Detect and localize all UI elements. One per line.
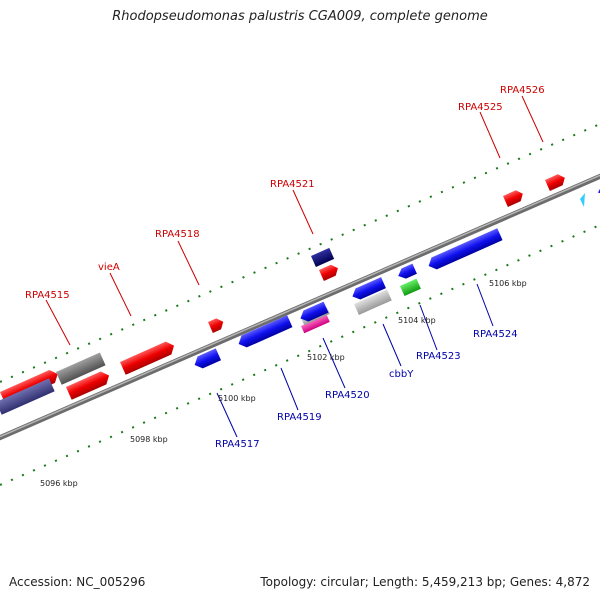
label-rpa4515: RPA4515 [25, 290, 70, 301]
label-rpa4523: RPA4523 [416, 351, 461, 362]
gene-slate[interactable] [0, 378, 55, 415]
kbp-label-5096: 5096 kbp [40, 479, 78, 488]
lower-tick-track [0, 224, 600, 486]
gene-rpa4522[interactable] [350, 277, 386, 302]
upper-tick-track [0, 123, 600, 383]
gene-viea[interactable] [120, 339, 177, 375]
label-rpa4519: RPA4519 [277, 412, 322, 423]
gene-rpa4523[interactable] [396, 263, 417, 281]
gene-rpa4524[interactable] [426, 228, 503, 272]
gene-rpa4519[interactable] [236, 315, 293, 350]
gene-magenta[interactable] [301, 314, 330, 334]
gene-rpa4516[interactable] [66, 369, 112, 400]
kbp-label-5106: 5106 kbp [489, 279, 527, 288]
gene-rpa4517[interactable] [192, 348, 222, 370]
label-cbby: cbbY [389, 369, 414, 380]
genome-info-text: Topology: circular; Length: 5,459,213 bp… [260, 575, 590, 589]
label-rpa4521: RPA4521 [270, 179, 315, 190]
gene-rpa4521[interactable] [319, 263, 340, 281]
accession-text: Accession: NC_005296 [9, 575, 146, 589]
kbp-label-5100: 5100 kbp [218, 394, 256, 403]
gene-rpa4520[interactable] [298, 301, 329, 324]
gene-rpa4526[interactable] [545, 172, 567, 191]
label-rpa4520: RPA4520 [325, 390, 370, 401]
gene-gray[interactable] [56, 352, 106, 385]
map-title: Rhodopseudomonas palustris CGA009, compl… [112, 9, 488, 24]
gene-cbby[interactable] [354, 289, 392, 315]
label-rpa4517: RPA4517 [215, 439, 260, 450]
gene-edge-blue[interactable] [596, 182, 600, 197]
kbp-label-5104: 5104 kbp [398, 316, 436, 325]
label-rpa4526: RPA4526 [500, 85, 545, 96]
kbp-label-5098: 5098 kbp [130, 435, 168, 444]
genome-backbone [0, 173, 600, 441]
gene-rpa4525[interactable] [503, 188, 525, 207]
label-rpa4524: RPA4524 [473, 329, 518, 340]
kbp-label-5102: 5102 kbp [307, 353, 345, 362]
label-viea: vieA [98, 262, 120, 273]
gene-navy[interactable] [311, 247, 335, 267]
label-rpa4525: RPA4525 [458, 102, 503, 113]
gene-green[interactable] [400, 278, 421, 297]
gene-rpa4518[interactable] [208, 316, 226, 333]
arrow-marker-icon [580, 193, 585, 207]
label-rpa4518: RPA4518 [155, 229, 200, 240]
